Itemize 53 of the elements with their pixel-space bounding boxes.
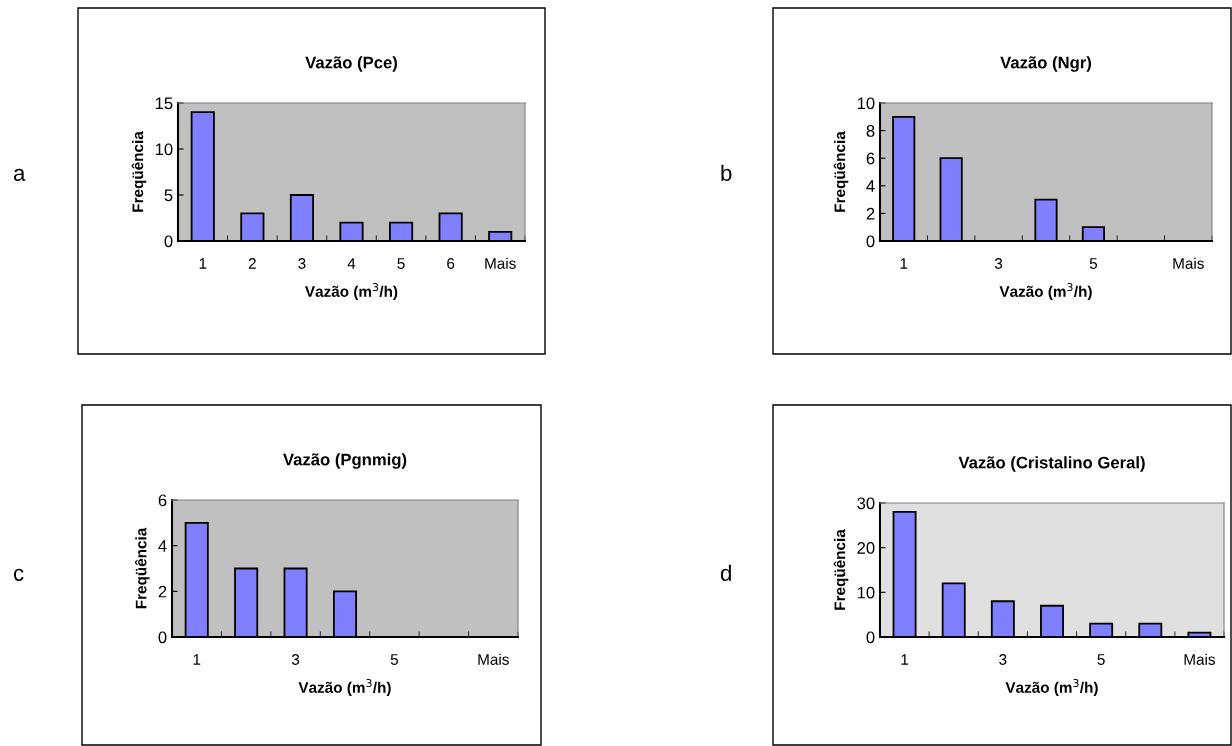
x-tick-label: 1 (199, 258, 207, 269)
x-tick-label: 2 (248, 258, 256, 269)
y-tick-label: 6 (158, 494, 167, 507)
y-tick-label: 0 (866, 631, 875, 644)
text: b (721, 164, 732, 181)
y-axis-title: Freqüência (833, 131, 849, 212)
x-tick-label: 3 (298, 258, 306, 269)
y-tick-label: 8 (866, 125, 875, 137)
x-tick-label: 1 (900, 258, 908, 269)
y-tick-label: 4 (866, 180, 875, 192)
x-tick-label: Mais (1184, 653, 1216, 665)
x-tick-label: 3 (994, 258, 1003, 269)
y-tick-label: 2 (158, 585, 167, 598)
y-tick-label: 4 (158, 540, 167, 552)
x-tick-label: Mais (478, 653, 509, 665)
y-tick-label: 20 (857, 542, 875, 554)
text: a (13, 168, 26, 181)
x-tick-label: Mais (1173, 257, 1204, 269)
x-tick-label: 5 (390, 654, 399, 665)
x-tick-label: 1 (193, 654, 201, 665)
x-tick-label: 3 (999, 654, 1007, 665)
y-tick-label: 0 (158, 631, 167, 644)
y-tick-label: 5 (164, 189, 173, 202)
x-tick-label: 6 (447, 258, 455, 269)
x-tick-label: 5 (1097, 654, 1105, 665)
y-axis-title: Freqüência (131, 131, 147, 212)
y-tick-label: 0 (164, 235, 173, 248)
y-axis-title: Freqüência (833, 529, 849, 610)
y-tick-label: 6 (866, 152, 875, 165)
text: d (720, 564, 731, 581)
chart-title: Vazão (Ngr) (1000, 56, 1092, 72)
x-axis-title: Vazão (m$^{3}$/h) (1005, 679, 1098, 696)
chart-title: Vazão (Pgnmig) (283, 453, 407, 469)
x-axis-title: Vazão (m$^{3}$/h) (305, 283, 398, 300)
y-tick-label: 0 (866, 235, 875, 248)
y-tick-label: 10 (155, 143, 173, 156)
x-tick-label: 3 (291, 654, 300, 665)
y-tick-label: 30 (857, 497, 875, 510)
y-tick-label: 10 (857, 97, 875, 110)
x-tick-label: 1 (901, 654, 909, 665)
x-axis-title: Vazão (m$^{3}$/h) (298, 679, 391, 696)
y-axis-title: Freqüência (134, 527, 150, 609)
x-tick-label: 4 (347, 258, 356, 269)
x-tick-label: 5 (1089, 258, 1098, 269)
x-tick-label: Mais (485, 257, 516, 269)
y-tick-label: 10 (857, 586, 875, 599)
chart-title: Vazão (Pce) (305, 56, 397, 72)
y-tick-label: 15 (155, 97, 173, 110)
x-tick-label: 5 (397, 258, 405, 269)
chart-title: Vazão (Cristalino Geral) (958, 456, 1145, 472)
text: c (13, 568, 24, 581)
x-axis-title: Vazão (m$^{3}$/h) (999, 283, 1092, 300)
y-tick-label: 2 (866, 207, 875, 220)
